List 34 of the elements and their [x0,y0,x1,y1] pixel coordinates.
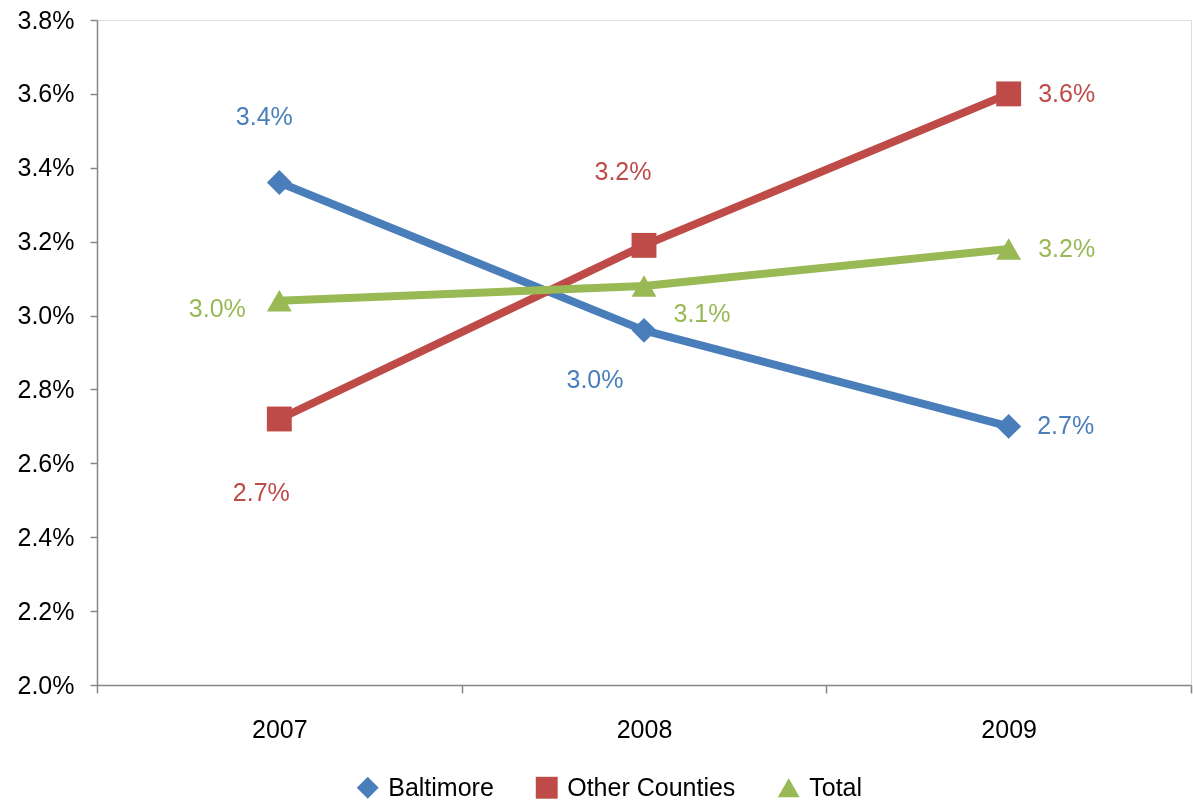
x-tick-label: 2007 [252,714,308,743]
y-tick-label: 2.6% [17,448,75,477]
x-tick-label: 2009 [981,714,1037,743]
data-label: 2.7% [1037,411,1095,440]
data-label: 3.4% [235,101,293,130]
point [266,290,292,312]
point [996,413,1022,439]
point [631,317,657,343]
y-tick-label: 3.8% [17,5,75,34]
y-tick-label: 2.2% [17,596,75,625]
y-tick-label: 2.4% [17,522,75,551]
y-tick-label: 3.0% [17,301,75,330]
x-tick-label: 2008 [616,714,673,743]
data-label: 3.1% [673,299,731,327]
y-tick-label: 3.4% [17,153,75,182]
y-tick-label: 2.0% [17,670,75,699]
legend-label: Other Counties [567,772,736,801]
data-label: 3.2% [1038,234,1096,263]
point [266,406,292,432]
data-label: 3.2% [594,157,652,186]
legend-label: Baltimore [388,772,494,801]
point [631,275,657,297]
data-label: 3.0% [188,293,246,322]
y-tick-label: 3.6% [17,79,75,108]
data-label: 2.7% [232,478,290,506]
legend-label: Total [809,772,863,801]
point [631,232,657,258]
data-label: 3.0% [566,365,624,394]
point [996,238,1022,260]
y-tick-label: 3.2% [17,227,75,256]
y-tick-label: 2.8% [17,374,75,403]
point [266,170,292,196]
data-label: 3.6% [1038,78,1096,107]
point [996,81,1022,107]
